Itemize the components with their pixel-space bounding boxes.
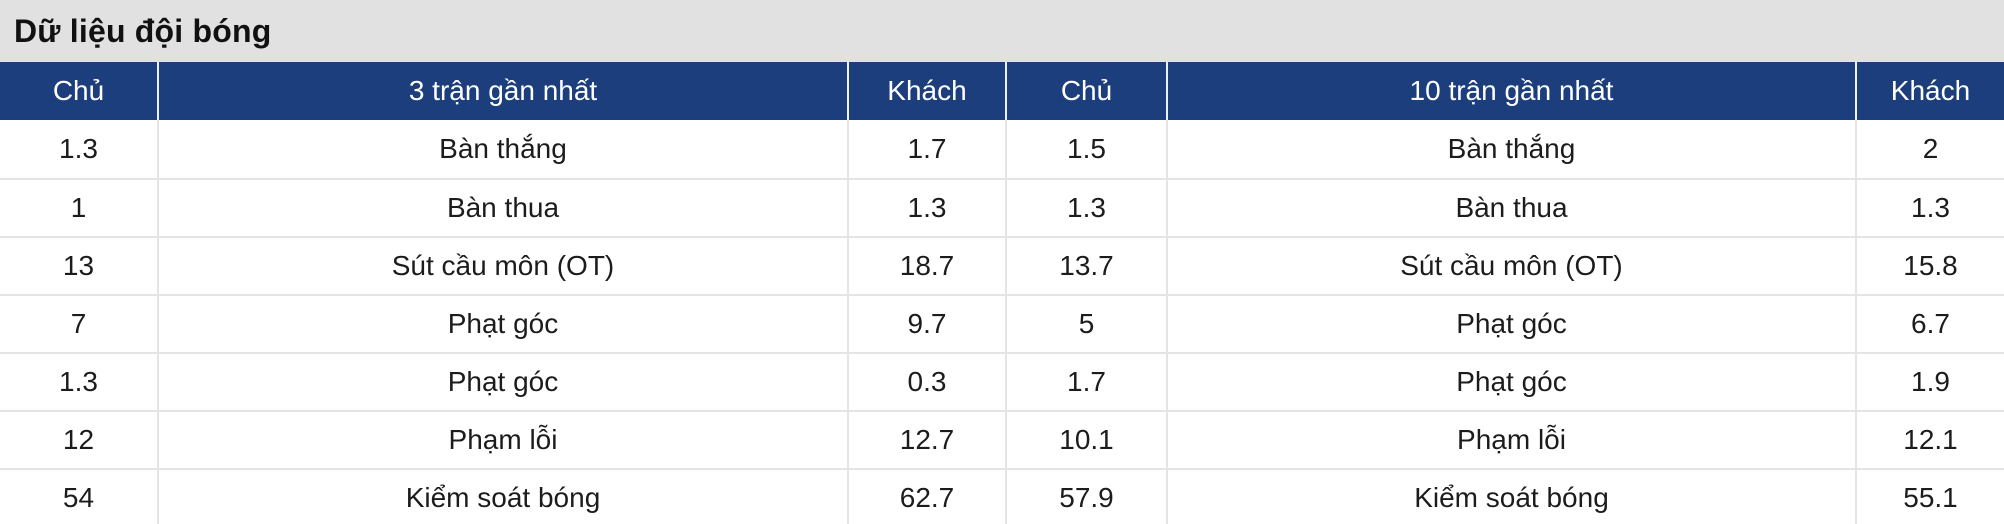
home-value-last3: 1.3 — [59, 133, 98, 164]
away-value-last3: 9.7 — [847, 296, 1005, 352]
stat-label-last3: Kiểm soát bóng — [157, 470, 847, 524]
stat-label-last3: Phạm lỗi — [157, 412, 847, 468]
home-value-last3: 54 — [62, 482, 95, 513]
header-home-last10: Chủ — [1005, 62, 1166, 120]
home-value-last3: 1.3 — [59, 366, 98, 397]
stat-label-last10: Kiểm soát bóng — [1166, 470, 1855, 524]
away-value-last10: 2 — [1855, 120, 2004, 178]
header-home-last3: Chủ — [52, 75, 105, 106]
stat-label-last10: Phạt góc — [1166, 354, 1855, 410]
table-header-row: Chủ 3 trận gần nhất Khách Chủ 10 trận gầ… — [0, 62, 2004, 120]
stat-label-last3: Phạt góc — [157, 354, 847, 410]
home-value-last10: 57.9 — [1005, 470, 1166, 524]
home-value-last10: 1.5 — [1005, 120, 1166, 178]
away-value-last3: 1.3 — [847, 180, 1005, 236]
table-row: 13 Sút cầu môn (OT) 18.7 13.7 Sút cầu mô… — [0, 236, 2004, 294]
header-away-last3: Khách — [847, 62, 1005, 120]
away-value-last10: 15.8 — [1855, 238, 2004, 294]
home-value-last10: 13.7 — [1005, 238, 1166, 294]
table-row: 54 Kiểm soát bóng 62.7 57.9 Kiểm soát bó… — [0, 468, 2004, 524]
away-value-last10: 1.9 — [1855, 354, 2004, 410]
away-value-last10: 1.3 — [1855, 180, 2004, 236]
home-value-last3: 7 — [70, 308, 87, 339]
table-row: 1.3 Bàn thắng 1.7 1.5 Bàn thắng 2 — [0, 120, 2004, 178]
table-row: 1.3 Phạt góc 0.3 1.7 Phạt góc 1.9 — [0, 352, 2004, 410]
away-value-last3: 12.7 — [847, 412, 1005, 468]
stat-label-last10: Bàn thua — [1166, 180, 1855, 236]
team-stats-table: Chủ 3 trận gần nhất Khách Chủ 10 trận gầ… — [0, 62, 2004, 524]
header-stat-last10: 10 trận gần nhất — [1166, 62, 1855, 120]
away-value-last3: 62.7 — [847, 470, 1005, 524]
stat-label-last3: Phạt góc — [157, 296, 847, 352]
home-value-last10: 1.7 — [1005, 354, 1166, 410]
away-value-last10: 12.1 — [1855, 412, 2004, 468]
stat-label-last10: Sút cầu môn (OT) — [1166, 238, 1855, 294]
widget-title-bar: Dữ liệu đội bóng — [0, 0, 2004, 62]
table-row: 7 Phạt góc 9.7 5 Phạt góc 6.7 — [0, 294, 2004, 352]
home-value-last10: 10.1 — [1005, 412, 1166, 468]
stat-label-last3: Sút cầu môn (OT) — [157, 238, 847, 294]
stat-label-last3: Bàn thắng — [157, 120, 847, 178]
away-value-last3: 0.3 — [847, 354, 1005, 410]
header-away-last10: Khách — [1855, 62, 2004, 120]
stat-label-last3: Bàn thua — [157, 180, 847, 236]
away-value-last10: 6.7 — [1855, 296, 2004, 352]
home-value-last3: 13 — [62, 250, 95, 281]
header-stat-last3: 3 trận gần nhất — [157, 62, 847, 120]
away-value-last3: 18.7 — [847, 238, 1005, 294]
away-value-last10: 55.1 — [1855, 470, 2004, 524]
widget-title: Dữ liệu đội bóng — [14, 12, 272, 49]
stat-label-last10: Phạm lỗi — [1166, 412, 1855, 468]
table-row: 1 Bàn thua 1.3 1.3 Bàn thua 1.3 — [0, 178, 2004, 236]
stat-label-last10: Bàn thắng — [1166, 120, 1855, 178]
home-value-last3: 12 — [62, 424, 95, 455]
home-value-last10: 5 — [1005, 296, 1166, 352]
table-row: 12 Phạm lỗi 12.7 10.1 Phạm lỗi 12.1 — [0, 410, 2004, 468]
away-value-last3: 1.7 — [847, 120, 1005, 178]
stat-label-last10: Phạt góc — [1166, 296, 1855, 352]
home-value-last10: 1.3 — [1005, 180, 1166, 236]
home-value-last3: 1 — [70, 192, 87, 223]
